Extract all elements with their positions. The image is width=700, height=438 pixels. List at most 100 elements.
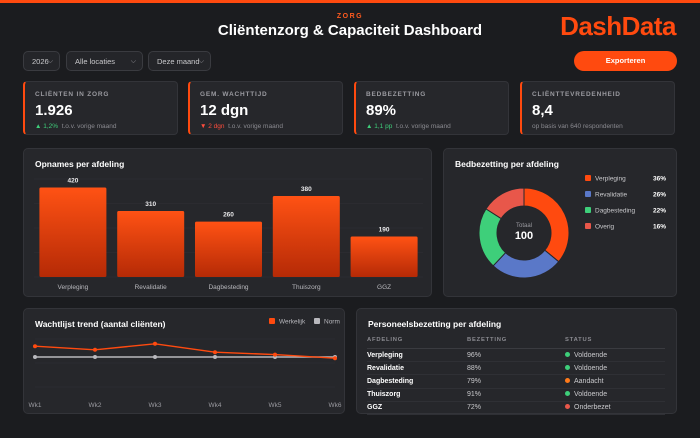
bar-revalidatie[interactable]: [117, 210, 185, 277]
kpi-label: CLIËNTEN IN ZORG: [35, 91, 110, 98]
table-row[interactable]: Verpleging 96% Voldoende: [367, 348, 665, 363]
legend-actual: Werkelijk: [269, 318, 305, 326]
legend-swatch: [585, 191, 591, 197]
donut-center-value: 100: [515, 230, 533, 242]
kpi-label: BEDBEZETTING: [366, 91, 427, 98]
year-select[interactable]: 2026 ⌵: [23, 51, 60, 71]
location-select[interactable]: Alle locaties ⌵: [66, 51, 143, 71]
donut-center-label: Totaal: [516, 223, 532, 229]
series-point-norm[interactable]: [93, 355, 97, 359]
legend-value: 36%: [653, 176, 666, 183]
bar-verpleging[interactable]: [39, 187, 107, 277]
cell-department: Thuiszorg: [367, 388, 467, 402]
series-point-werkelijk[interactable]: [333, 356, 337, 361]
legend-value: 22%: [653, 208, 666, 215]
legend-value: 26%: [653, 192, 666, 199]
series-point-norm[interactable]: [213, 355, 217, 359]
table-row[interactable]: Thuiszorg 91% Voldoende: [367, 388, 665, 402]
kpi-delta-change: ▲ 1,1 pp: [366, 123, 393, 130]
table-header-row: AFDELING BEZETTING STATUS: [367, 336, 665, 349]
status-label: Voldoende: [574, 364, 608, 372]
column-header: AFDELING: [367, 336, 467, 349]
series-point-werkelijk[interactable]: [93, 347, 97, 352]
x-tick-label: Wk4: [209, 402, 222, 409]
kpi-card-waiting-time: GEM. WACHTTIJD 12 dgn ▼ 2 dgn t.o.v. vor…: [188, 81, 343, 135]
location-select-value: Alle locaties: [75, 57, 116, 66]
x-tick-label: Wk3: [149, 402, 162, 409]
bed-occupancy-panel: Bedbezetting per afdeling Totaal 100 Verpl…: [443, 148, 677, 297]
status-label: Voldoende: [574, 391, 608, 399]
bar-value-label: 380: [301, 186, 312, 193]
cell-status: Onderbezet: [565, 401, 665, 415]
status-label: Onderbezet: [574, 404, 611, 412]
table-row[interactable]: Dagbesteding 79% Aandacht: [367, 374, 665, 389]
kpi-label: GEM. WACHTTIJD: [200, 91, 268, 98]
status-dot-icon: [565, 364, 570, 370]
bar-dagbesteding[interactable]: [195, 221, 262, 277]
admissions-title: Opnames per afdeling: [35, 159, 125, 169]
bar-category-label: Verpleging: [58, 284, 89, 291]
column-header: BEZETTING: [467, 336, 565, 349]
chevron-down-icon: ⌵: [198, 58, 204, 65]
series-point-werkelijk[interactable]: [273, 352, 277, 357]
bar-ggz[interactable]: [350, 236, 418, 277]
kpi-delta-note: t.o.v. vorige maand: [228, 123, 283, 130]
kpi-value: 12 dgn: [200, 102, 249, 119]
x-tick-label: Wk5: [269, 402, 282, 409]
kpi-card-clients: CLIËNTEN IN ZORG 1.926 ▲ 1,2% t.o.v. vor…: [23, 81, 178, 135]
kpi-card-satisfaction: CLIËNTTEVREDENHEID 8,4 op basis van 640 …: [520, 81, 675, 135]
series-point-norm[interactable]: [33, 355, 37, 359]
series-point-werkelijk[interactable]: [213, 350, 217, 355]
x-tick-label: Wk6: [329, 402, 342, 409]
table-row[interactable]: Revalidatie 88% Voldoende: [367, 361, 665, 376]
staffing-table: AFDELING BEZETTING STATUS Verpleging 96% V…: [367, 336, 665, 415]
legend-swatch: [585, 175, 591, 181]
kpi-label: CLIËNTTEVREDENHEID: [532, 91, 621, 98]
status-dot-icon: [565, 377, 570, 383]
cell-department: GGZ: [367, 401, 467, 415]
kpi-value: 8,4: [532, 102, 553, 119]
legend-norm: Norm: [314, 318, 340, 326]
cell-status: Voldoende: [565, 361, 665, 376]
kpi-delta-note: t.o.v. vorige maand: [395, 123, 451, 130]
bar-thuiszorg[interactable]: [272, 196, 340, 277]
cell-occupancy: 91%: [467, 388, 565, 402]
staffing-title: Personeelsbezetting per afdeling: [368, 319, 502, 329]
bar-value-label: 420: [67, 178, 78, 185]
slice-overig[interactable]: [485, 187, 525, 220]
kpi-delta: ▲ 1,1 pp t.o.v. vorige maand: [366, 123, 451, 130]
status-dot-icon: [565, 404, 570, 410]
kpi-delta-change: ▼ 2 dgn: [200, 123, 225, 130]
cell-occupancy: 72%: [467, 401, 565, 415]
year-select-value: 2026: [32, 57, 49, 66]
kpi-delta: ▼ 2 dgn t.o.v. vorige maand: [200, 123, 283, 130]
waitlist-trend-title: Wachtlijst trend (aantal cliënten): [35, 319, 166, 329]
kpi-delta: ▲ 1,2% t.o.v. vorige maand: [35, 123, 116, 130]
period-select[interactable]: Deze maand ⌵: [148, 51, 211, 71]
cell-department: Dagbesteding: [367, 374, 467, 389]
cell-occupancy: 79%: [467, 374, 565, 389]
legend-swatch: [269, 318, 275, 324]
chevron-down-icon: ⌵: [130, 58, 136, 65]
legend-actual-label: Werkelijk: [279, 318, 306, 326]
kpi-value: 1.926: [35, 102, 73, 119]
legend-swatch: [314, 318, 320, 324]
period-select-value: Deze maand: [157, 57, 200, 66]
status-dot-icon: [565, 391, 570, 397]
bar-category-label: Dagbesteding: [208, 284, 248, 291]
bar-category-label: Revalidatie: [135, 284, 168, 291]
export-button[interactable]: Exporteren: [574, 51, 677, 71]
series-point-norm[interactable]: [153, 355, 157, 359]
chevron-down-icon: ⌵: [47, 58, 53, 65]
waitlist-trend-panel: Wachtlijst trend (aantal cliënten) Werke…: [23, 308, 345, 414]
table-row[interactable]: GGZ 72% Onderbezet: [367, 401, 665, 415]
series-point-werkelijk[interactable]: [153, 341, 157, 346]
series-point-werkelijk[interactable]: [33, 344, 37, 349]
status-label: Aandacht: [574, 377, 604, 385]
column-header: STATUS: [565, 336, 665, 349]
bar-category-label: Thuiszorg: [292, 284, 321, 291]
bar-category-label: GGZ: [377, 284, 391, 291]
legend-label: Revalidatie: [595, 192, 628, 199]
cell-department: Verpleging: [367, 348, 467, 363]
